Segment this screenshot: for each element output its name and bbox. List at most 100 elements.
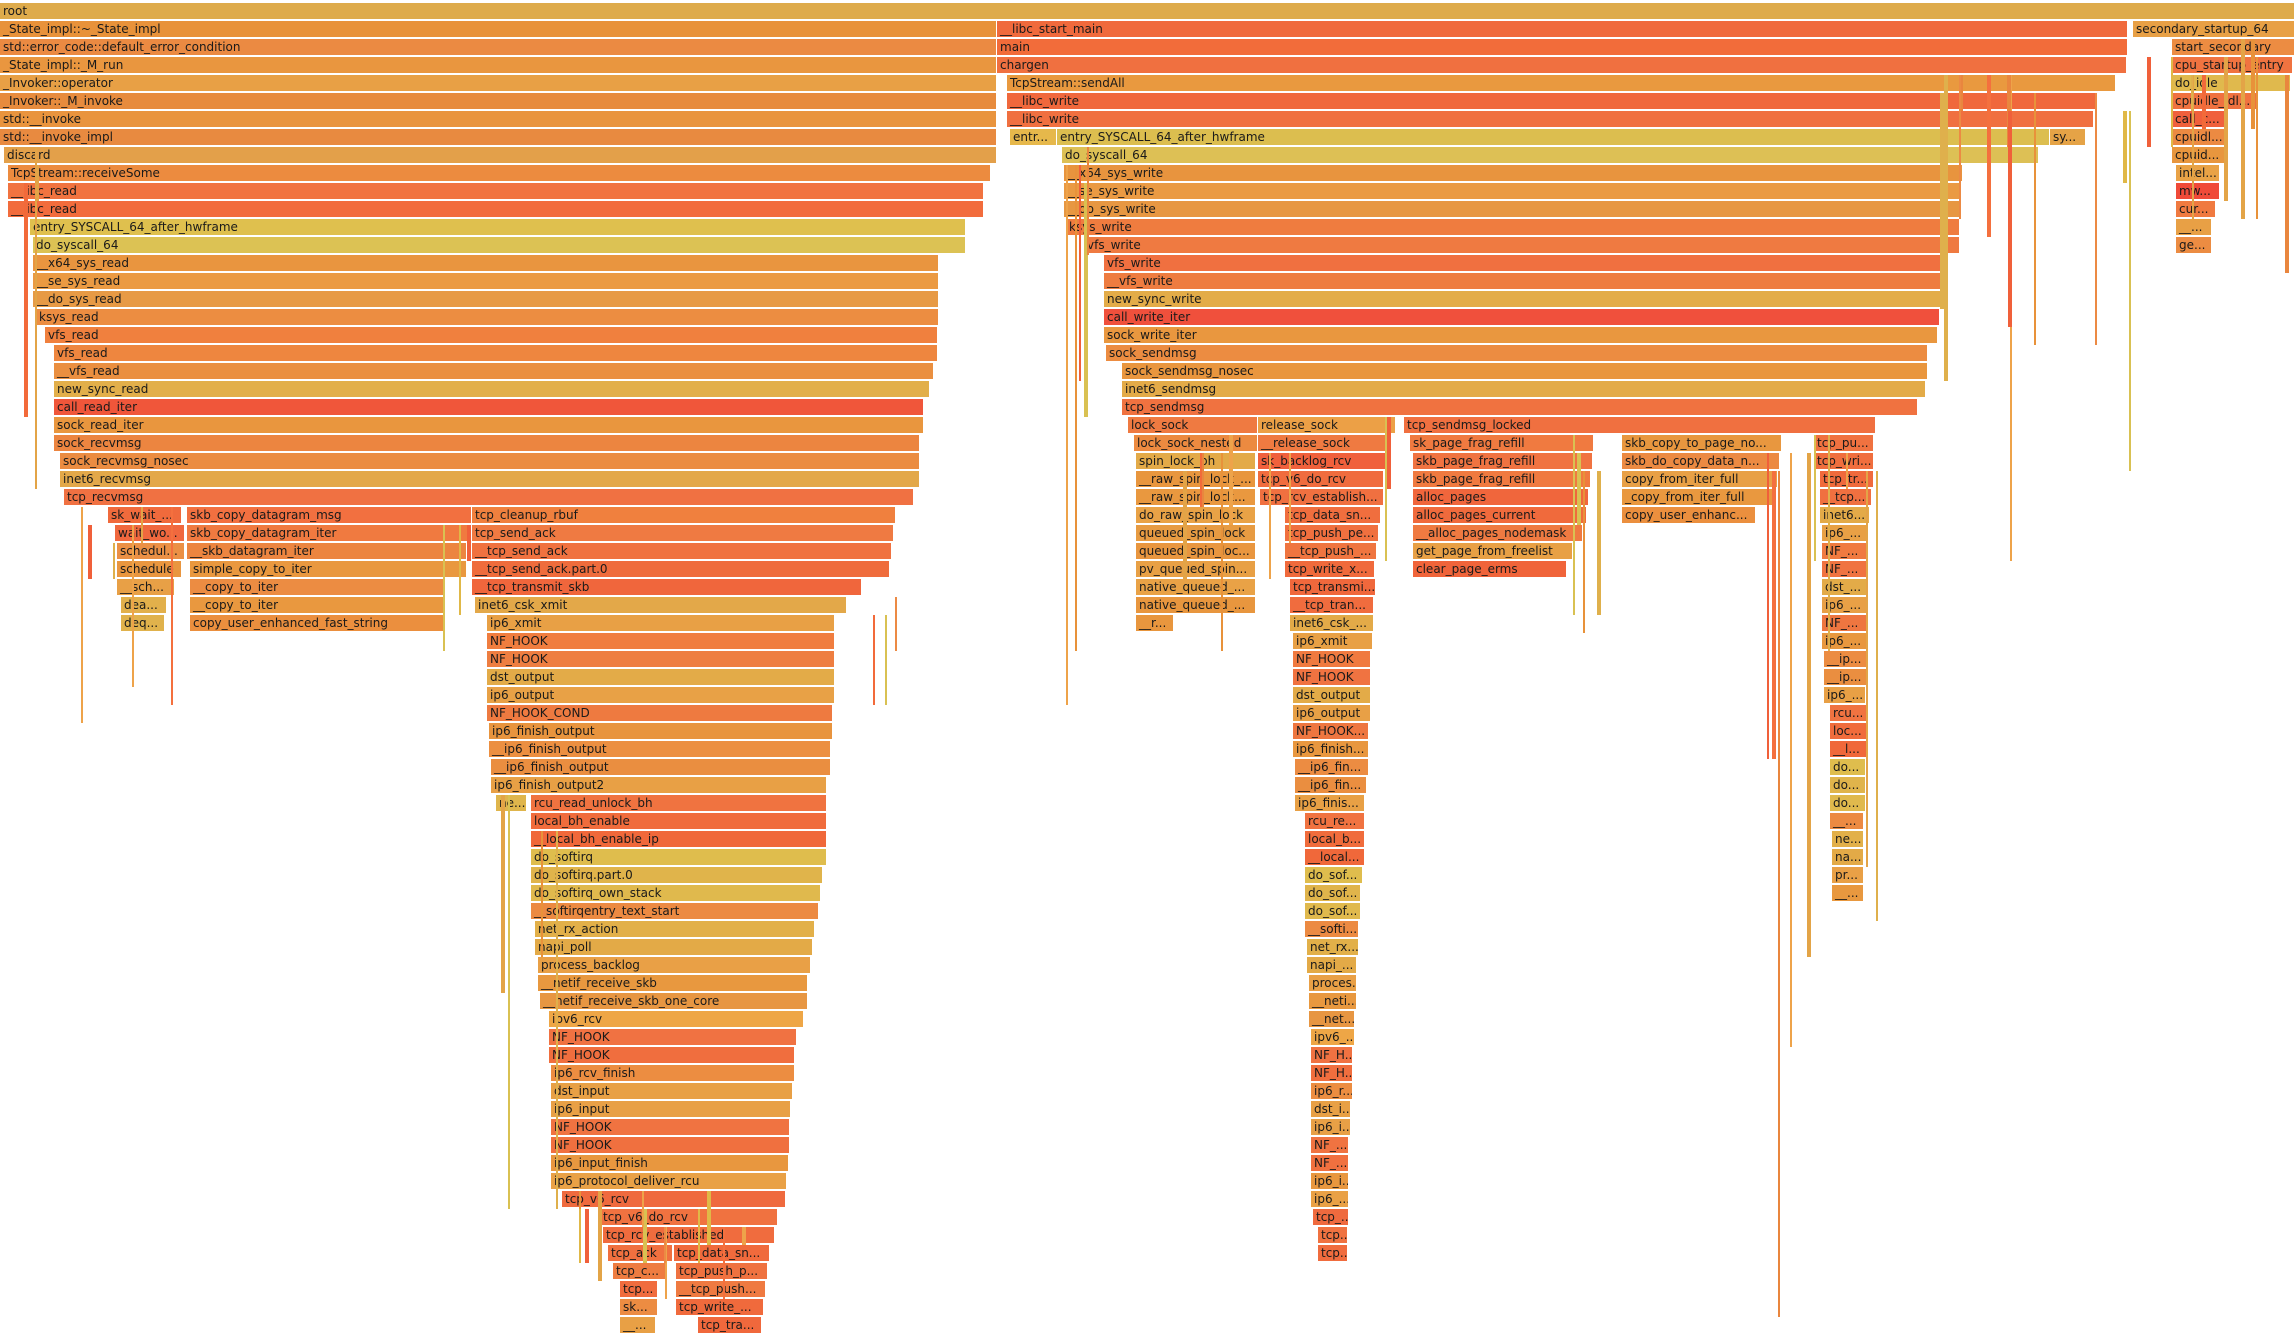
flame-frame[interactable]: __net... (1309, 1011, 1355, 1027)
flame-sliver[interactable] (2095, 93, 2097, 345)
flame-frame[interactable]: tcp_data_sn... (1285, 507, 1381, 523)
flame-frame[interactable]: ip6_output (487, 687, 835, 703)
flame-frame[interactable]: sock_read_iter (54, 417, 924, 433)
flame-sliver[interactable] (113, 543, 115, 579)
flame-frame[interactable]: dst_output (1293, 687, 1371, 703)
flame-frame[interactable]: __... (1830, 813, 1864, 829)
flame-sliver[interactable] (1066, 165, 1068, 705)
flame-sliver[interactable] (2123, 111, 2127, 183)
flame-sliver[interactable] (2147, 57, 2151, 147)
flame-frame[interactable]: std::__invoke_impl (0, 129, 997, 145)
flame-frame[interactable]: do_softirq (531, 849, 827, 865)
flame-frame[interactable]: tcp_v6_do_rcv (600, 1209, 778, 1225)
flame-frame[interactable]: ip6_i... (1311, 1119, 1351, 1135)
flame-sliver[interactable] (1385, 417, 1387, 561)
flame-sliver[interactable] (1828, 435, 1830, 651)
flame-frame[interactable]: na... (1832, 849, 1864, 865)
flame-frame[interactable]: tcp_push_p... (676, 1263, 768, 1279)
flame-frame[interactable]: tcp_sendmsg (1122, 399, 1918, 415)
flame-frame[interactable]: discard (4, 147, 997, 163)
flame-frame[interactable]: ip6_finish_output2 (491, 777, 827, 793)
flame-frame[interactable]: NF_HOOK_COND (487, 705, 833, 721)
flame-frame[interactable]: __... (2176, 219, 2212, 235)
flame-frame[interactable]: tcp_rcv_establish... (1260, 489, 1384, 505)
flame-frame[interactable]: tcp_cleanup_rbuf (472, 507, 896, 523)
flame-sliver[interactable] (1200, 453, 1202, 507)
flame-frame[interactable]: dst_... (1822, 579, 1868, 595)
flame-frame[interactable]: ksys_write (1066, 219, 1960, 235)
flame-frame[interactable]: wait_wo... (115, 525, 185, 541)
flame-sliver[interactable] (1807, 453, 1811, 957)
flame-frame[interactable]: intel... (2176, 165, 2220, 181)
flame-frame[interactable]: ip6_xmit (487, 615, 835, 631)
flame-frame[interactable]: ip6_finis... (1295, 795, 1365, 811)
flame-frame[interactable]: ipv6_... (1311, 1029, 1355, 1045)
flame-frame[interactable]: ip6_rcv_finish (551, 1065, 795, 1081)
flame-frame[interactable]: do_sof... (1305, 885, 1361, 901)
flame-sliver[interactable] (81, 507, 83, 723)
flame-frame[interactable]: sock_recvmsg_nosec (60, 453, 920, 469)
flame-frame[interactable]: do... (1830, 795, 1866, 811)
flame-frame[interactable]: call_c... (2172, 111, 2228, 127)
flame-frame[interactable]: ip6_r... (1311, 1083, 1353, 1099)
flame-frame[interactable]: pv_queued_spin... (1136, 561, 1256, 577)
flame-frame[interactable]: process_backlog (538, 957, 811, 973)
flame-frame[interactable]: tcp_transmi... (1290, 579, 1376, 595)
flame-frame[interactable]: __raw_spin_lock... (1136, 489, 1256, 505)
flame-frame[interactable]: net_rx... (1307, 939, 1359, 955)
flame-frame[interactable]: lock_sock_nested (1134, 435, 1258, 451)
flame-frame[interactable]: tcp... (1318, 1245, 1348, 1261)
flame-frame[interactable]: tcp... (1318, 1227, 1348, 1243)
flame-frame[interactable]: tcp_... (1313, 1209, 1349, 1225)
flame-frame[interactable]: new_sync_write (1104, 291, 1944, 307)
flame-frame[interactable]: do_sof... (1305, 903, 1361, 919)
flame-frame[interactable]: loc... (1830, 723, 1868, 739)
flame-frame[interactable]: __libc_start_main (997, 21, 2128, 37)
flame-frame[interactable]: copy_user_enhanced_fast_string (190, 615, 444, 631)
flame-frame[interactable]: __tcp_transmit_skb (472, 579, 862, 595)
flame-frame[interactable]: tcp_data_sn... (674, 1245, 770, 1261)
flame-frame[interactable]: __neti... (1309, 993, 1357, 1009)
flame-frame[interactable]: __... (620, 1317, 656, 1333)
flame-sliver[interactable] (88, 525, 92, 579)
flame-frame[interactable]: __ip... (1824, 651, 1868, 667)
flame-frame[interactable]: __netif_receive_skb_one_core (540, 993, 808, 1009)
flame-sliver[interactable] (459, 525, 461, 615)
flame-sliver[interactable] (1079, 165, 1081, 381)
flame-sliver[interactable] (698, 1209, 700, 1263)
flame-frame[interactable]: native_queued_... (1136, 579, 1256, 595)
flame-frame[interactable]: vfs_write (1084, 237, 1960, 253)
flame-frame[interactable]: __vfs_write (1104, 273, 1945, 289)
flame-frame[interactable]: do... (1830, 777, 1866, 793)
flame-frame[interactable]: entry_SYSCALL_64_after_hwframe (1057, 129, 2050, 145)
flame-frame[interactable]: _Invoker::operator (0, 75, 997, 91)
flame-sliver[interactable] (1075, 165, 1077, 651)
flame-frame[interactable]: copy_from_iter_full (1622, 471, 1778, 487)
flame-frame[interactable]: NF_... (1311, 1155, 1349, 1171)
flame-frame[interactable]: schedul... (117, 543, 185, 559)
flame-frame[interactable]: lock_sock (1128, 417, 1258, 433)
flame-frame[interactable]: ip6_... (1822, 525, 1868, 541)
flame-frame[interactable]: tcp_tra... (698, 1317, 762, 1333)
flame-frame[interactable]: ksys_read (36, 309, 939, 325)
flame-frame[interactable]: skb_copy_datagram_iter (187, 525, 471, 541)
flame-frame[interactable]: NF_HOOK (487, 633, 835, 649)
flame-sliver[interactable] (1866, 471, 1868, 867)
flame-sliver[interactable] (873, 615, 875, 705)
flame-frame[interactable]: do_idle (2172, 75, 2291, 91)
flame-frame[interactable]: _copy_from_iter_full (1622, 489, 1776, 505)
flame-frame[interactable]: __ip6_fin... (1295, 759, 1369, 775)
flame-sliver[interactable] (1876, 471, 1878, 921)
flame-frame[interactable]: vfs_read (45, 327, 938, 343)
flame-frame[interactable]: __ip... (1824, 669, 1868, 685)
flame-frame[interactable]: __l... (1830, 741, 1868, 757)
flame-frame[interactable]: napi_poll (535, 939, 813, 955)
flame-frame[interactable]: NF_HOOK (487, 651, 835, 667)
flame-frame[interactable]: do_softirq_own_stack (531, 885, 821, 901)
flame-sliver[interactable] (598, 1191, 602, 1281)
flame-sliver[interactable] (1772, 471, 1776, 759)
flame-sliver[interactable] (171, 507, 173, 705)
flame-frame[interactable]: __libc_write (1007, 111, 2094, 127)
flame-frame[interactable]: proces... (1309, 975, 1357, 991)
flame-frame[interactable]: NF_... (1822, 543, 1868, 559)
